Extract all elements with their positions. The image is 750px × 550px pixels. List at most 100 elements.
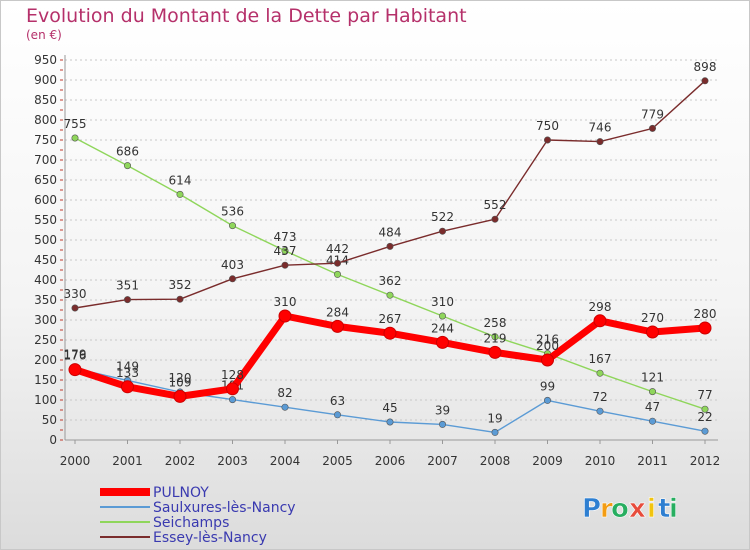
- data-point: [596, 369, 604, 377]
- y-tick-label: 100: [34, 393, 57, 407]
- x-tick-label: 2007: [427, 454, 458, 468]
- data-label: 216: [536, 333, 559, 347]
- data-label: 109: [169, 375, 192, 389]
- y-tick-label: 550: [34, 213, 57, 227]
- data-point: [281, 403, 289, 411]
- logo-letter: i: [669, 494, 678, 524]
- data-label: 473: [274, 230, 297, 244]
- x-tick-label: 2012: [690, 454, 721, 468]
- legend-label: PULNOY: [153, 485, 209, 501]
- data-label: 267: [379, 312, 402, 326]
- data-label: 536: [221, 205, 244, 219]
- data-label: 779: [641, 107, 664, 121]
- data-point: [646, 325, 659, 339]
- y-tick-label: 400: [34, 273, 57, 287]
- logo-letter: i: [647, 494, 656, 524]
- data-label: 120: [169, 371, 192, 385]
- y-tick-label: 350: [34, 293, 57, 307]
- x-tick-label: 2011: [637, 454, 668, 468]
- logo-letter: r: [600, 494, 613, 524]
- logo-letter: t: [658, 494, 670, 524]
- data-point: [438, 312, 446, 320]
- data-label: 200: [536, 339, 559, 353]
- data-label: 686: [116, 145, 139, 159]
- data-label: 330: [64, 287, 87, 301]
- data-point: [386, 242, 394, 250]
- series-Essey-lès-Nancy: 330 351 352 403 437 442 484 522 552 750 746 779 898: [64, 60, 716, 312]
- x-tick-label: 2000: [60, 454, 91, 468]
- data-point: [596, 407, 604, 415]
- data-point: [698, 321, 712, 335]
- data-point: [229, 222, 237, 230]
- y-tick-label: 850: [34, 93, 57, 107]
- x-tick-label: 2010: [585, 454, 616, 468]
- data-point: [438, 420, 446, 428]
- data-label: 614: [169, 173, 192, 187]
- data-point: [383, 326, 397, 340]
- y-tick-label: 300: [34, 313, 57, 327]
- data-label: 63: [330, 394, 345, 408]
- series-PULNOY: 176 133 109 128 310 284 267 244 219 200 298 270 280: [64, 295, 716, 403]
- data-label: 442: [326, 242, 349, 256]
- data-label: 22: [697, 410, 712, 424]
- data-point: [333, 411, 341, 419]
- data-label: 755: [64, 117, 87, 131]
- data-label: 403: [221, 258, 244, 272]
- y-tick-label: 950: [34, 53, 57, 67]
- axes: 0 50 100 150 200 250 300 350 400 450 500 550 600 650 7…: [34, 53, 720, 468]
- data-label: 121: [641, 371, 664, 385]
- data-point: [491, 428, 499, 436]
- data-label: 310: [431, 295, 454, 309]
- data-point: [596, 138, 604, 146]
- data-label: 99: [540, 379, 555, 393]
- data-point: [488, 345, 502, 359]
- x-tick-label: 2005: [322, 454, 353, 468]
- legend: PULNOYSaulxures-lès-NancySeichampsEssey-…: [100, 485, 296, 546]
- chart-title: Evolution du Montant de la Dette par Hab…: [26, 5, 467, 27]
- data-point: [386, 291, 394, 299]
- data-label: 219: [484, 331, 507, 345]
- x-tick-label: 2009: [532, 454, 563, 468]
- data-point: [281, 247, 289, 255]
- data-point: [541, 353, 554, 367]
- data-point: [333, 270, 341, 278]
- x-tick-label: 2006: [375, 454, 406, 468]
- data-label: 244: [431, 321, 454, 335]
- data-point: [229, 275, 237, 283]
- series-group: 7556866145364734143623102582161671217733…: [64, 60, 716, 436]
- x-tick-label: 2001: [112, 454, 143, 468]
- data-label: 149: [116, 359, 139, 373]
- y-tick-label: 900: [34, 73, 57, 87]
- legend-label: Essey-lès-Nancy: [153, 530, 267, 546]
- data-point: [121, 380, 134, 394]
- x-tick-label: 2004: [270, 454, 301, 468]
- data-point: [491, 333, 499, 341]
- data-point: [648, 124, 656, 132]
- data-label: 19: [487, 411, 502, 425]
- y-tick-label: 500: [34, 233, 57, 247]
- data-point: [176, 190, 184, 198]
- chart-subtitle: (en €): [26, 28, 62, 42]
- data-point: [281, 261, 289, 269]
- data-point: [648, 388, 656, 396]
- data-point: [593, 314, 607, 328]
- data-point: [333, 259, 341, 267]
- data-point: [331, 319, 344, 333]
- data-point: [173, 389, 187, 403]
- y-tick-label: 450: [34, 253, 57, 267]
- y-tick-label: 600: [34, 193, 57, 207]
- data-label: 284: [326, 305, 349, 319]
- y-tick-label: 150: [34, 373, 57, 387]
- x-tick-label: 2003: [217, 454, 248, 468]
- data-point: [701, 427, 709, 435]
- x-tick-label: 2002: [165, 454, 196, 468]
- data-label: 362: [379, 274, 402, 288]
- y-tick-label: 750: [34, 133, 57, 147]
- data-label: 310: [274, 295, 297, 309]
- y-tick-label: 700: [34, 153, 57, 167]
- data-point: [543, 396, 551, 404]
- data-label: 484: [379, 225, 402, 239]
- y-tick-label: 50: [42, 413, 57, 427]
- data-point: [71, 134, 79, 142]
